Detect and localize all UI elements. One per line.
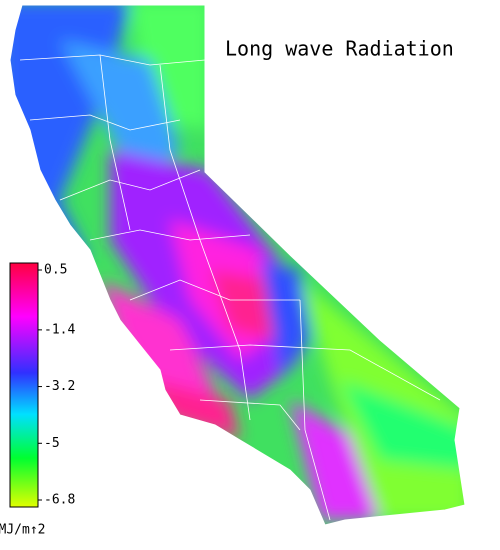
- tick-label: 0.5: [44, 263, 67, 278]
- county-lines: [19, 54, 441, 521]
- state-outline: [9, 4, 466, 526]
- tick-label: -6.8: [44, 493, 75, 508]
- tick-label: -5: [44, 436, 60, 451]
- colorbar-ticks: 0.5 -1.4 -3.2 -5 -6.8: [38, 263, 75, 508]
- colorbar: [9, 262, 39, 508]
- tick-label: -1.4: [44, 322, 75, 337]
- colorbar-unit: MJ/m↑2: [0, 523, 45, 538]
- tick-label: -3.2: [44, 379, 75, 394]
- map-title: Long wave Radiation: [225, 37, 454, 61]
